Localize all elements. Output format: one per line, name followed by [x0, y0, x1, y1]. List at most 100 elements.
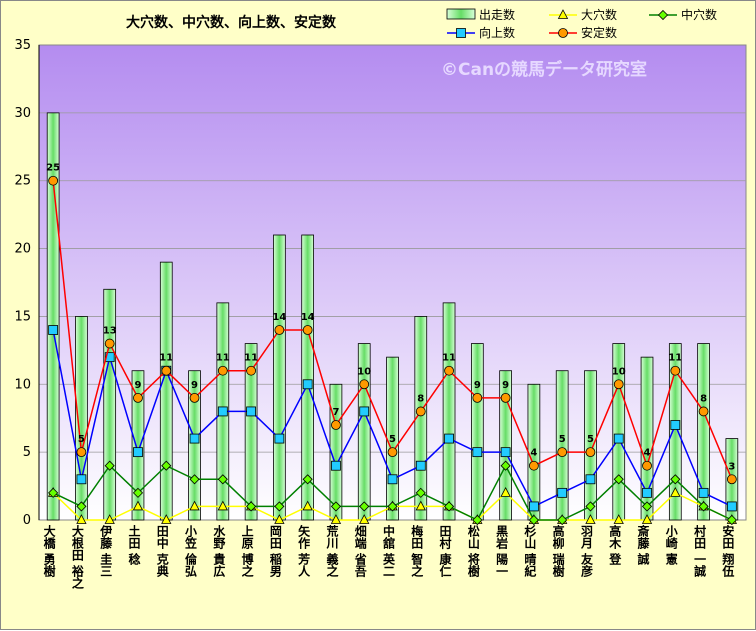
- x-tick-label: 大根田 裕之: [70, 524, 84, 590]
- marker-square: [104, 352, 115, 363]
- marker-circle: [585, 447, 596, 458]
- x-tick-label: 高木 登: [608, 524, 622, 566]
- marker-square: [302, 379, 313, 390]
- marker-diamond: [670, 474, 681, 485]
- x-tick-label: 小崎 憲: [664, 524, 678, 566]
- marker-triangle: [415, 500, 426, 511]
- data-label: 8: [700, 393, 707, 404]
- marker-diamond: [387, 501, 398, 512]
- marker-triangle: [76, 514, 87, 524]
- marker-triangle: [557, 9, 569, 19]
- data-label: 4: [530, 448, 537, 459]
- marker-triangle: [613, 514, 624, 524]
- data-label: 8: [417, 393, 424, 404]
- marker-square: [48, 325, 59, 335]
- x-tick-label: 岡田 稲男: [268, 525, 282, 578]
- marker-square: [444, 433, 454, 444]
- marker-diamond: [217, 474, 228, 485]
- data-label: 14: [272, 312, 286, 323]
- data-label: 5: [78, 434, 85, 445]
- marker-diamond: [500, 460, 511, 471]
- marker-diamond: [472, 514, 483, 526]
- marker-square: [133, 447, 143, 458]
- legend-label: 向上数: [479, 25, 515, 40]
- y-tick-label: 25: [14, 174, 31, 189]
- legend-label: 中穴数: [681, 7, 717, 22]
- x-tick-label: 斎藤 誠: [636, 524, 650, 566]
- marker-circle: [76, 447, 87, 458]
- marker-circle: [557, 447, 568, 458]
- marker-diamond: [104, 460, 115, 471]
- marker-triangle: [500, 487, 511, 497]
- marker-square: [642, 487, 652, 498]
- data-label: 3: [728, 461, 735, 472]
- marker-square: [359, 406, 370, 417]
- marker-diamond: [359, 501, 370, 512]
- x-tick-label: 矢作 芳人: [297, 524, 311, 578]
- x-tick-label: 梅田 智之: [410, 524, 424, 578]
- marker-diamond: [657, 9, 669, 21]
- bar: [159, 261, 173, 521]
- y-tick-label: 20: [14, 242, 31, 257]
- marker-circle: [698, 406, 709, 417]
- lines-group: [47, 175, 738, 526]
- x-tick-label: 安田 翔伍: [721, 524, 735, 578]
- marker-circle: [331, 420, 341, 430]
- legend-label: 大穴数: [581, 7, 617, 22]
- marker-triangle: [330, 514, 342, 524]
- marker-diamond: [641, 501, 653, 512]
- bar: [442, 302, 456, 521]
- marker-square: [726, 501, 737, 512]
- marker-circle: [161, 365, 172, 376]
- data-label: 7: [332, 407, 339, 418]
- y-tick-label: 0: [23, 513, 31, 528]
- x-tick-label: 黒岩 陽一: [495, 525, 509, 578]
- marker-circle: [246, 365, 257, 376]
- y-tick-label: 30: [14, 106, 31, 121]
- data-label: 10: [612, 366, 626, 377]
- marker-diamond: [528, 514, 539, 526]
- data-label: 11: [442, 353, 456, 364]
- bar: [668, 343, 682, 521]
- marker-triangle: [274, 514, 285, 524]
- marker-diamond: [698, 501, 709, 512]
- marker-triangle: [585, 514, 596, 524]
- data-label: 9: [134, 380, 141, 391]
- grid-lines: [39, 112, 746, 453]
- x-tick-label: 田中 克典: [155, 525, 169, 578]
- y-tick-label: 35: [14, 38, 31, 53]
- marker-circle: [133, 392, 143, 403]
- data-label: 9: [191, 380, 198, 391]
- marker-square: [613, 433, 624, 444]
- marker-circle: [359, 379, 370, 390]
- data-label: 13: [103, 326, 117, 337]
- data-label: 11: [244, 353, 258, 364]
- bar: [499, 370, 512, 521]
- data-label: 25: [46, 163, 60, 174]
- x-tick-label: 杉山 晴紀: [523, 524, 537, 578]
- marker-square: [698, 487, 709, 498]
- marker-diamond: [585, 501, 596, 512]
- marker-diamond: [246, 501, 257, 512]
- marker-circle: [104, 338, 115, 349]
- x-tick-label: 中舘 英二: [382, 524, 396, 578]
- marker-circle: [558, 28, 568, 38]
- marker-triangle: [359, 514, 370, 524]
- marker-square: [387, 474, 398, 485]
- marker-square: [529, 501, 539, 512]
- marker-circle: [387, 447, 398, 458]
- bar: [244, 343, 258, 521]
- x-tick-label: 土田 稔: [127, 524, 141, 566]
- data-label: 11: [159, 353, 173, 364]
- marker-diamond: [274, 501, 285, 512]
- bar: [414, 316, 428, 521]
- bar: [188, 370, 201, 521]
- marker-diamond: [48, 487, 59, 498]
- marker-square: [585, 474, 596, 485]
- marker-triangle: [302, 500, 313, 511]
- x-tick-label: 羽月 友彦: [579, 525, 593, 578]
- marker-square: [472, 447, 483, 458]
- marker-diamond: [415, 487, 426, 498]
